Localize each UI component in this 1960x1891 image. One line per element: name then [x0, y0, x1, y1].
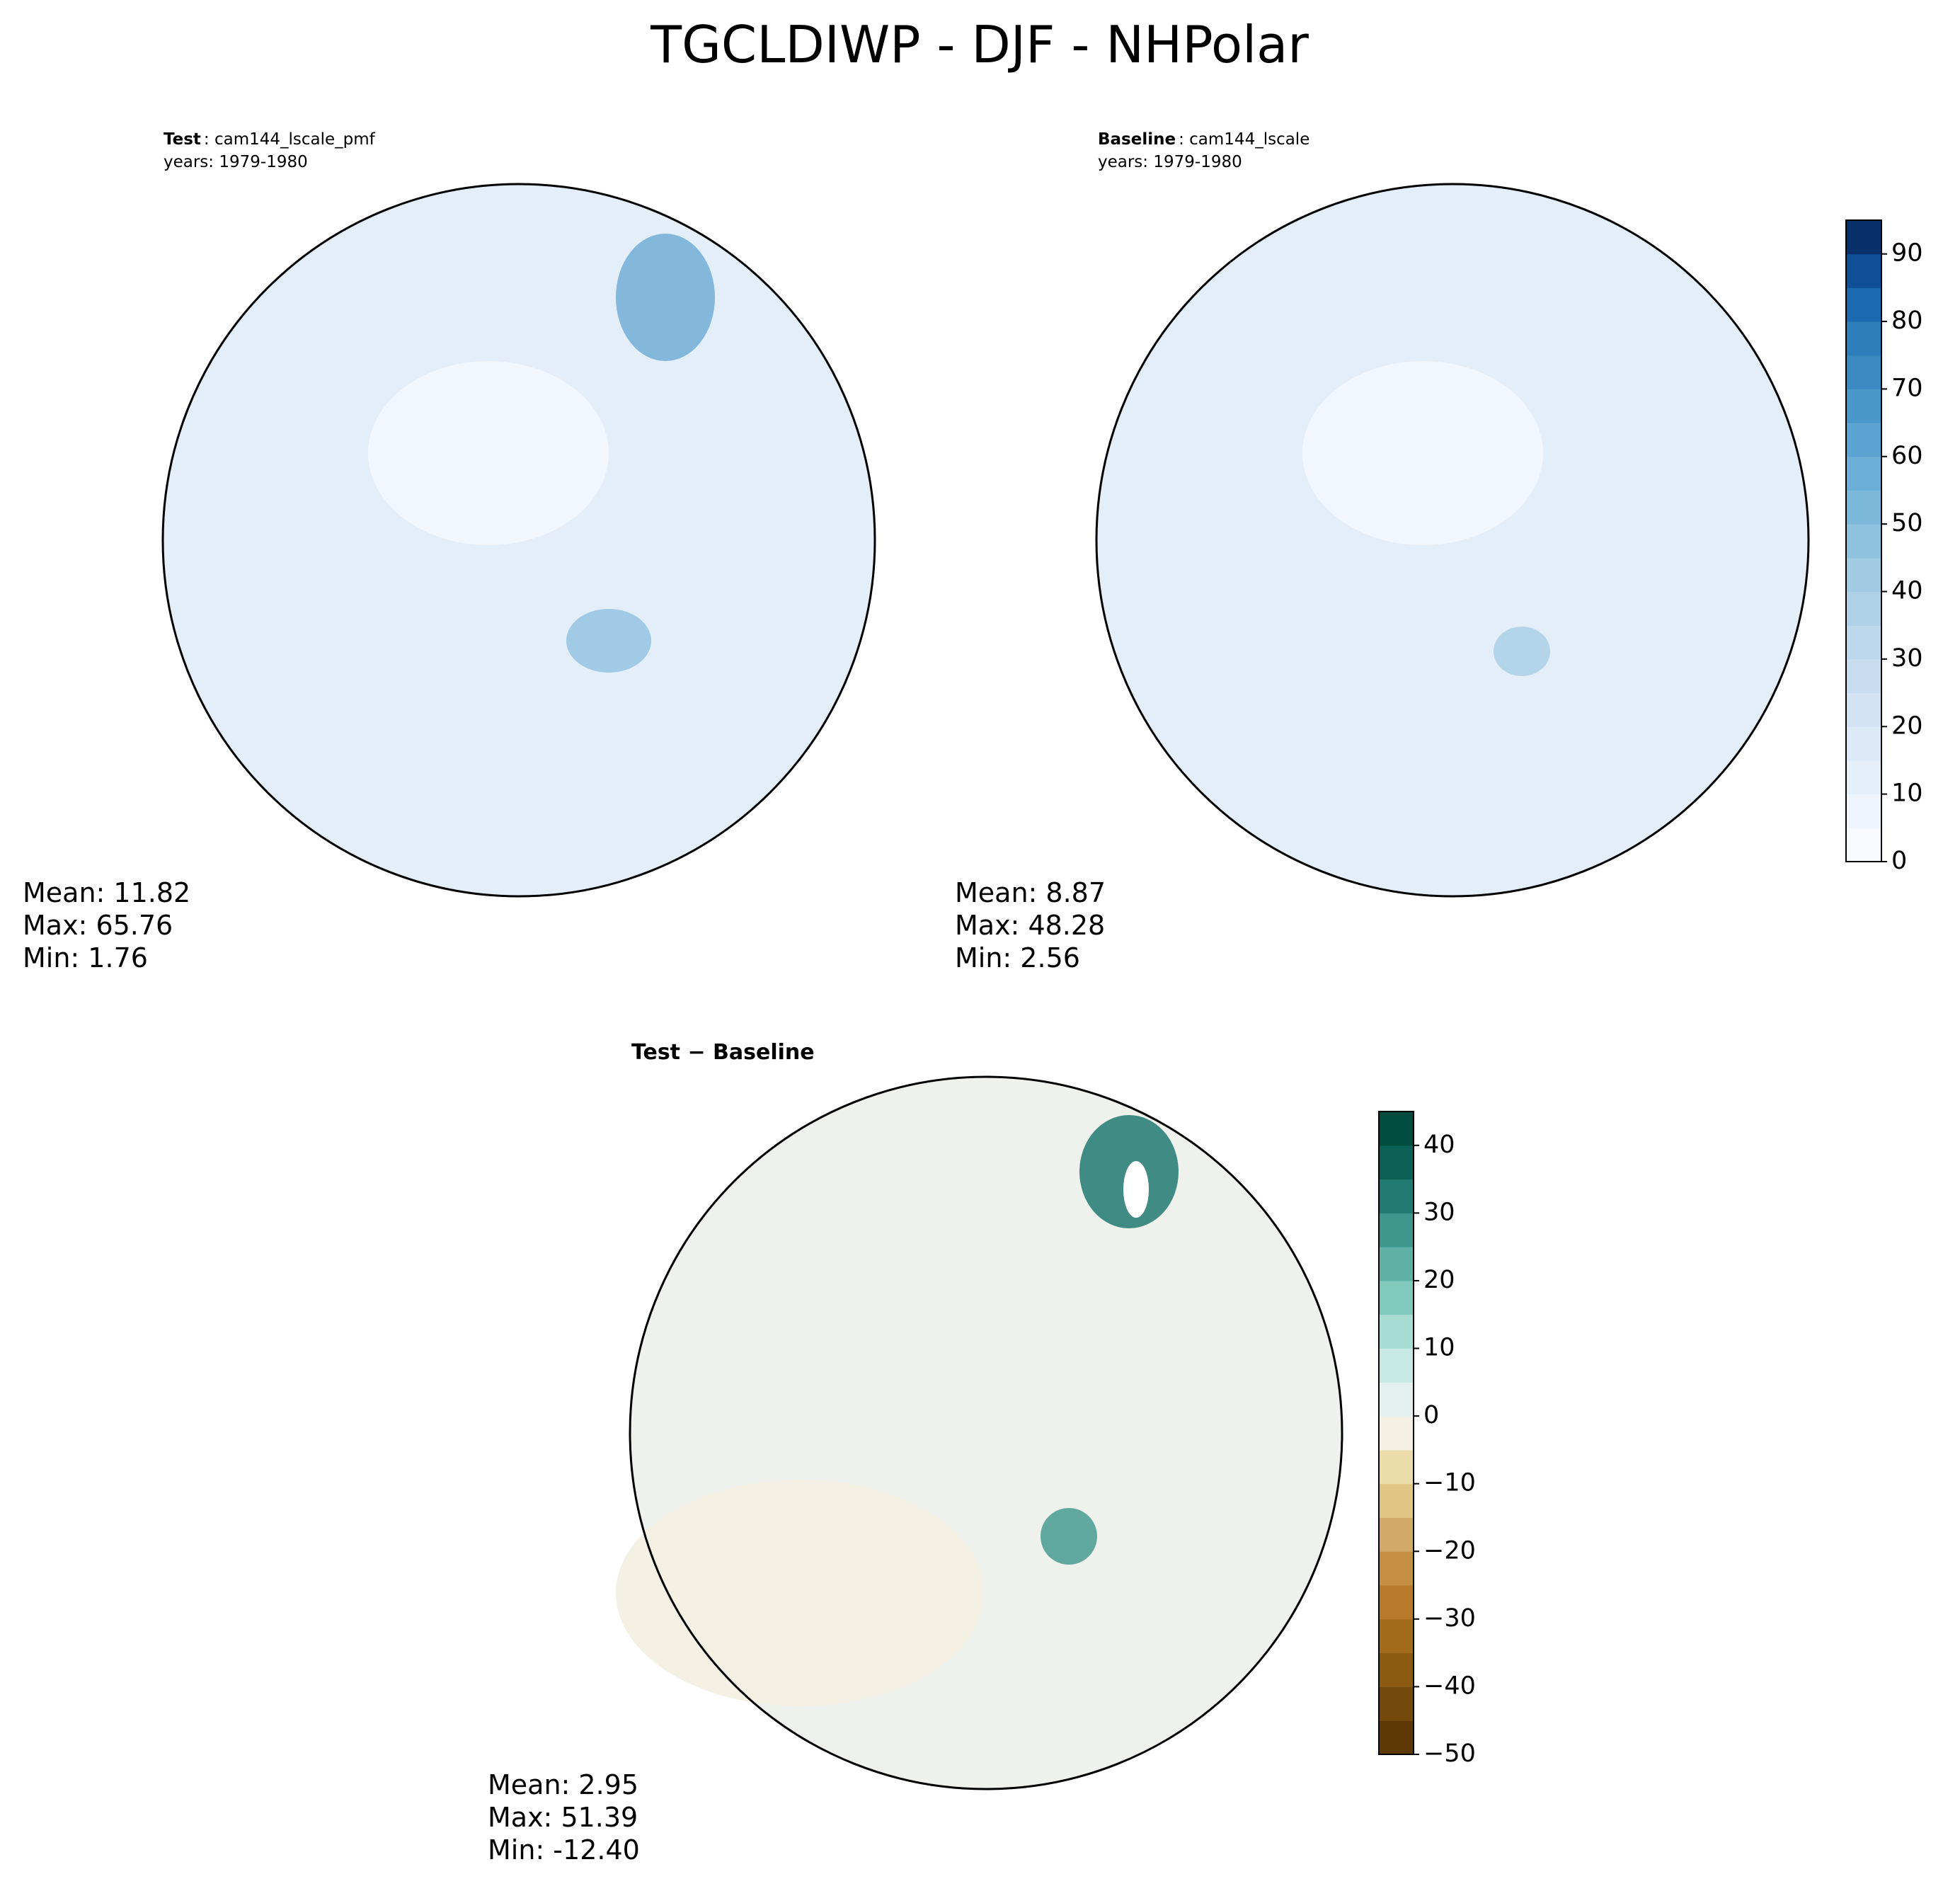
map-difference — [616, 1075, 1343, 1790]
colorbar-level — [1379, 1416, 1414, 1451]
panel-case: : cam144_lscale — [1179, 130, 1309, 149]
colorbar-tick-label: 20 — [1891, 712, 1923, 740]
panel-case: : cam144_lscale_pmf — [204, 130, 376, 149]
colorbar-level — [1846, 355, 1881, 389]
colorbar-level — [1379, 1618, 1414, 1654]
stat: Max: 65.76 — [23, 910, 173, 941]
stat: Min: 1.76 — [23, 942, 148, 973]
colorbar-level — [1846, 557, 1881, 593]
colorbar-level — [1846, 253, 1881, 288]
colorbar-level — [1379, 1449, 1414, 1485]
panel-title: Baseline: cam144_lscale — [1098, 130, 1309, 149]
colorbar-tick-label: 90 — [1891, 239, 1923, 268]
colorbar-level — [1379, 1382, 1414, 1417]
colorbar-level — [1846, 794, 1881, 828]
colorbar-level — [1379, 1348, 1414, 1383]
colorbar-tick-label: 40 — [1423, 1131, 1455, 1159]
colorbar-level — [1846, 726, 1881, 761]
colorbar-tick-label: −50 — [1423, 1739, 1476, 1768]
panel-years: years: 1979-1980 — [164, 153, 308, 171]
stat: Mean: 11.82 — [23, 877, 190, 908]
colorbar-tick-label: 60 — [1891, 442, 1923, 470]
colorbar-frame — [1845, 219, 1882, 862]
colorbar-tick-label: 20 — [1423, 1266, 1455, 1294]
colorbar-level — [1379, 1145, 1414, 1180]
colorbar-level — [1846, 760, 1881, 795]
colorbar-level — [1379, 1652, 1414, 1687]
colorbar-level — [1379, 1247, 1414, 1281]
panel-title: Test − Baseline — [631, 1040, 815, 1065]
colorbar-level — [1379, 1483, 1414, 1518]
stat: Mean: 8.87 — [955, 877, 1106, 908]
colorbar-level — [1846, 625, 1881, 660]
colorbar-tick-label: 10 — [1423, 1334, 1455, 1362]
panel-years: years: 1979-1980 — [1098, 153, 1242, 171]
colorbar-tick-label: 10 — [1891, 779, 1923, 808]
colorbar-level — [1846, 658, 1881, 694]
colorbar-level — [1846, 321, 1881, 356]
figure-title: TGCLDIWP - DJF - NHPolar — [650, 15, 1309, 74]
colorbar-level — [1379, 1314, 1414, 1349]
colorbar-level — [1379, 1179, 1414, 1213]
colorbar-level — [1846, 490, 1881, 525]
stat: Mean: 2.95 — [488, 1769, 638, 1800]
stat: Max: 48.28 — [955, 910, 1105, 941]
colorbar-level — [1846, 287, 1881, 322]
colorbar-tick-label: −40 — [1423, 1672, 1476, 1700]
map-baseline — [1095, 183, 1810, 898]
colorbar-level — [1379, 1280, 1414, 1315]
colorbar-level — [1379, 1720, 1414, 1755]
colorbar-tick-label: −10 — [1423, 1469, 1476, 1497]
colorbar-tick-label: 0 — [1423, 1401, 1439, 1429]
colorbar-level — [1379, 1112, 1414, 1146]
colorbar-level — [1846, 524, 1881, 559]
colorbar-level — [1379, 1551, 1414, 1586]
colorbar-tick-label: 0 — [1891, 847, 1907, 875]
panel-label: Test — [164, 130, 201, 149]
colorbar-tick-label: −30 — [1423, 1604, 1476, 1633]
map-test — [161, 183, 876, 898]
colorbar-level — [1846, 591, 1881, 626]
colorbar-level — [1846, 423, 1881, 457]
stat: Max: 51.39 — [488, 1802, 638, 1833]
colorbar-tick-label: 40 — [1891, 577, 1923, 605]
colorbar-level — [1846, 692, 1881, 727]
stat: Min: 2.56 — [955, 942, 1080, 973]
colorbar-level — [1846, 389, 1881, 423]
colorbar-tick-label: 30 — [1891, 644, 1923, 673]
colorbar-level — [1846, 828, 1881, 862]
panel-title: Test: cam144_lscale_pmf — [164, 130, 376, 149]
colorbar-level — [1379, 1213, 1414, 1247]
colorbar-tick-label: −20 — [1423, 1536, 1476, 1565]
colorbar-tick-label: 50 — [1891, 509, 1923, 537]
colorbar-level — [1846, 220, 1881, 255]
panel-label: Baseline — [1098, 130, 1176, 149]
colorbar-level — [1846, 456, 1881, 491]
colorbar-tick-label: 80 — [1891, 307, 1923, 335]
stat: Min: -12.40 — [488, 1834, 640, 1866]
colorbar-level — [1379, 1517, 1414, 1552]
colorbar-tick-label: 30 — [1423, 1198, 1455, 1226]
colorbar-level — [1379, 1585, 1414, 1620]
colorbar-tick-label: 70 — [1891, 374, 1923, 402]
colorbar-frame — [1378, 1111, 1414, 1755]
colorbar-level — [1379, 1686, 1414, 1721]
